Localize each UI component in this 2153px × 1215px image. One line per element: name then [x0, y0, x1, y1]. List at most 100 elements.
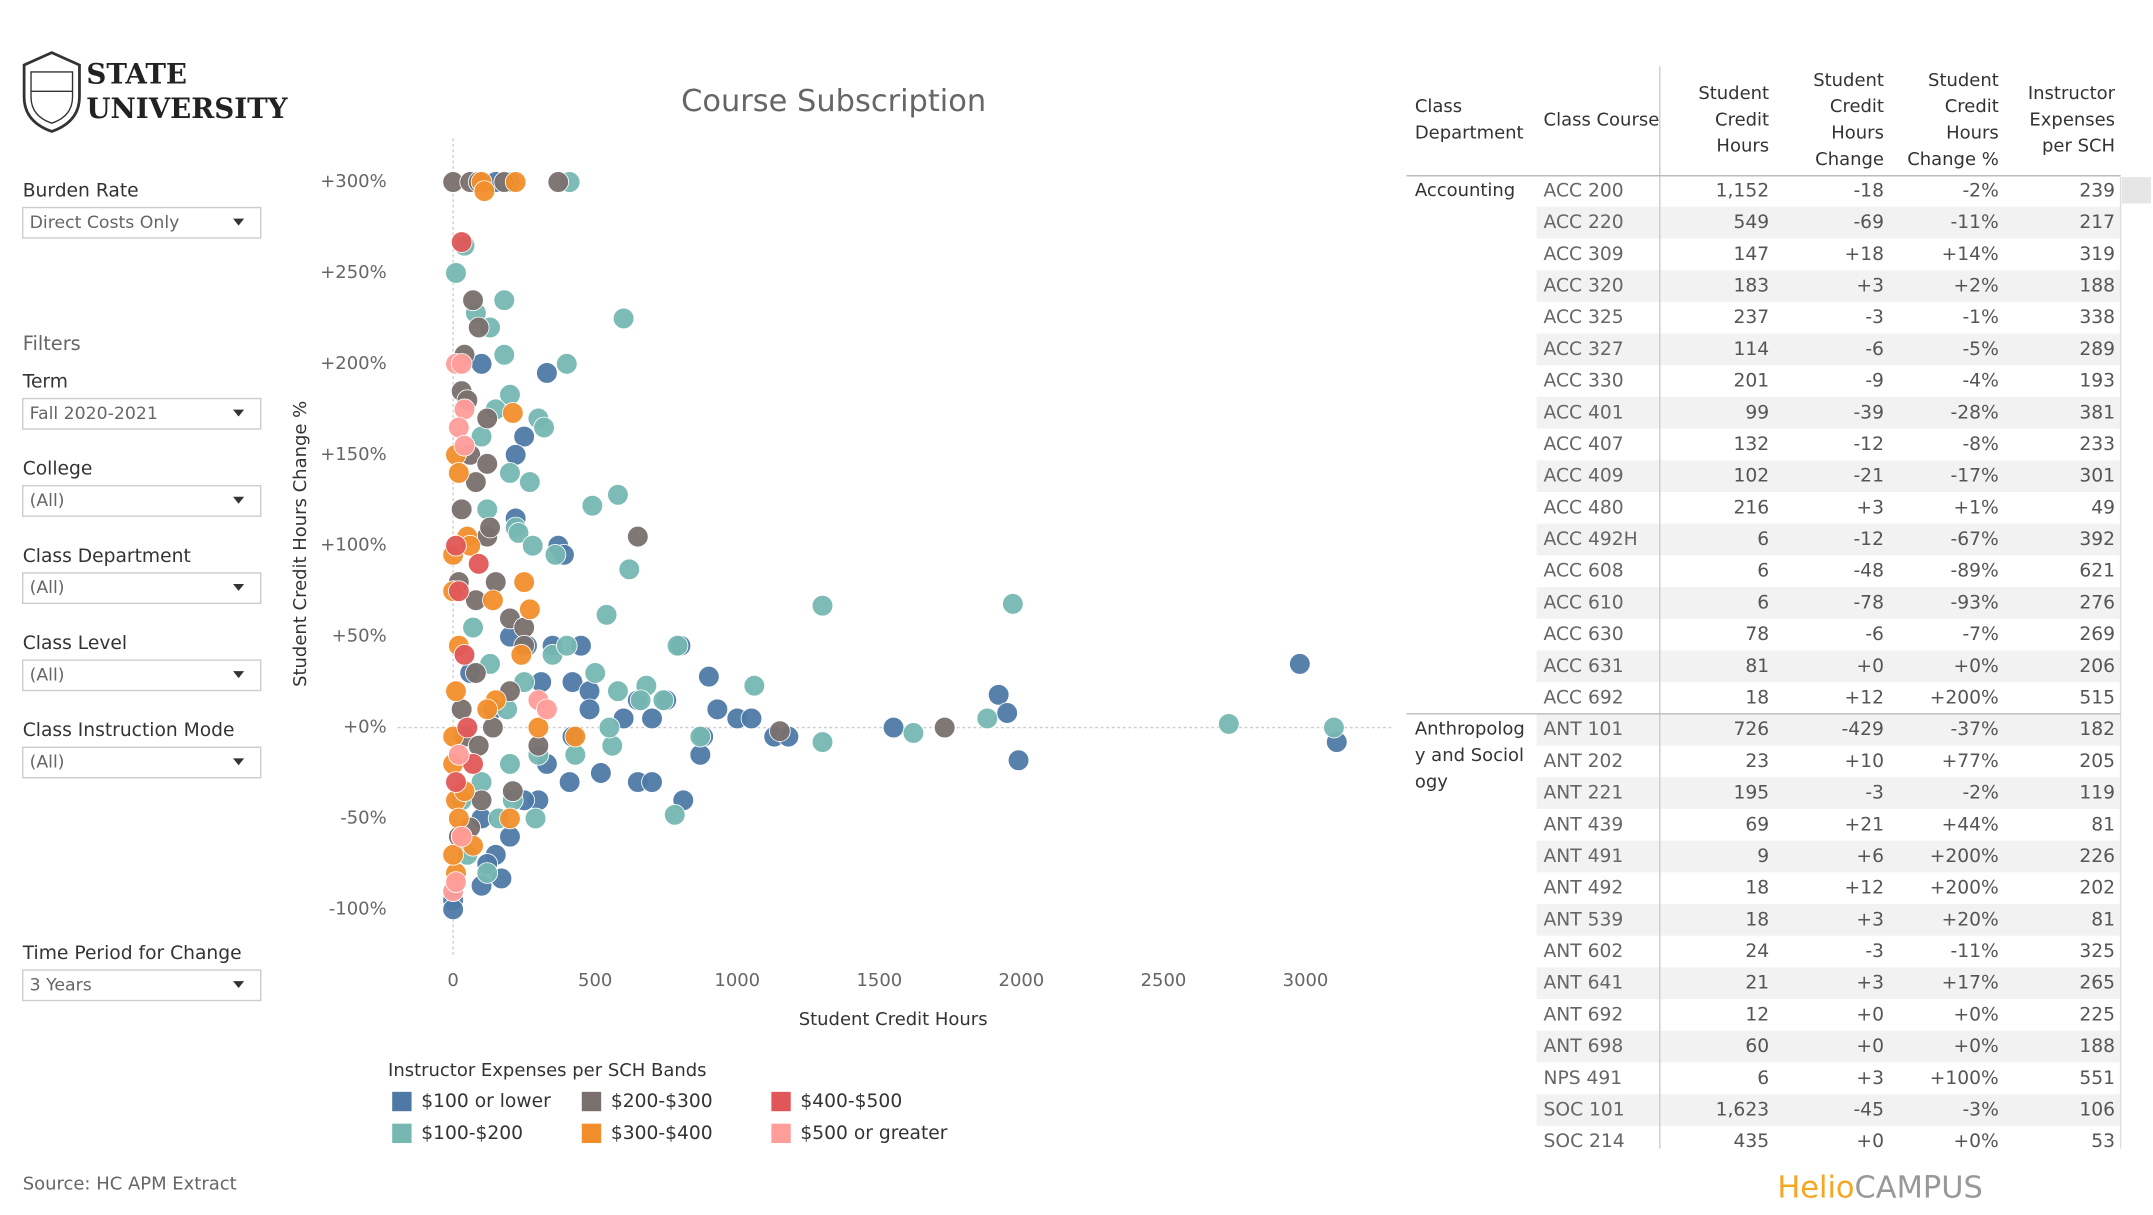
point	[450, 698, 473, 721]
point	[558, 771, 581, 793]
row-band	[1536, 523, 2121, 556]
row-band	[1536, 777, 2121, 809]
y-axis-label: Student Credit Hours Change %	[290, 401, 311, 687]
course: ACC 407	[1544, 434, 1624, 455]
course: ANT 692	[1544, 1004, 1624, 1025]
point	[706, 698, 729, 721]
brand-second: CAMPUS	[1855, 1170, 1983, 1205]
course: ACC 200	[1544, 180, 1624, 201]
point	[465, 662, 487, 684]
cell: 551	[2079, 1068, 2115, 1089]
cell: +0	[1856, 1131, 1884, 1152]
legend-label: $500 or greater	[800, 1123, 947, 1144]
y-tick-label: +150%	[320, 444, 386, 465]
point	[666, 634, 689, 657]
row-band	[1536, 587, 2121, 619]
cell: 6	[1757, 529, 1769, 550]
dropdown[interactable]	[22, 572, 262, 605]
cell: +3	[1856, 973, 1884, 994]
table-header: Change %	[1907, 149, 1999, 170]
dropdown[interactable]	[22, 206, 262, 239]
course: ACC 631	[1544, 656, 1624, 677]
cell: 205	[2079, 751, 2115, 772]
point	[607, 483, 629, 506]
cell: 319	[2079, 244, 2115, 265]
cell: 23	[1745, 751, 1769, 772]
point	[976, 707, 999, 730]
cell: 1,152	[1716, 180, 1769, 201]
row-band	[1536, 713, 2121, 746]
row-band	[1536, 396, 2121, 429]
table-header: Hours	[1716, 136, 1769, 157]
cell: 301	[2079, 466, 2115, 487]
point	[476, 698, 499, 721]
cell: 289	[2079, 339, 2115, 360]
course: SOC 214	[1544, 1131, 1625, 1152]
point	[996, 702, 1018, 724]
cell: 216	[1733, 497, 1769, 518]
brand: HelioCAMPUS	[1777, 1170, 1982, 1205]
point	[544, 544, 567, 566]
cell: +3	[1856, 909, 1884, 930]
course: ACC 409	[1544, 466, 1624, 487]
course: ANT 202	[1544, 751, 1624, 772]
cell: -2%	[1962, 783, 1998, 804]
course: ACC 330	[1544, 371, 1624, 392]
cell: +3	[1856, 1068, 1884, 1089]
cell: -28%	[1951, 402, 1999, 423]
department-line: ogy	[1415, 771, 1448, 792]
point	[564, 744, 587, 766]
cell: +12	[1845, 878, 1884, 899]
cell: -3	[1865, 941, 1884, 962]
table-header: Hours	[1946, 123, 1999, 144]
cell: -429	[1842, 719, 1884, 740]
point	[499, 807, 521, 830]
point	[445, 262, 467, 284]
row-band	[1536, 650, 2121, 683]
cell: 9	[1757, 846, 1769, 867]
x-tick-label: 1500	[856, 970, 902, 991]
cell: -21	[1853, 466, 1884, 487]
cell: 193	[2079, 371, 2115, 392]
point	[462, 289, 484, 312]
point	[1002, 593, 1024, 615]
legend-label: $300-$400	[611, 1123, 713, 1144]
table-header: Student	[1698, 83, 1769, 104]
point	[536, 698, 558, 721]
cell: +0%	[1954, 1131, 1999, 1152]
cell: +3	[1856, 497, 1884, 518]
cell: +44%	[1942, 814, 1999, 835]
legend-label: $100-$200	[421, 1123, 523, 1144]
legend-swatch	[392, 1123, 412, 1144]
cell: +0	[1856, 1004, 1884, 1025]
point	[527, 734, 550, 757]
point	[641, 707, 663, 730]
course: NPS 491	[1544, 1068, 1623, 1089]
cell: -4%	[1962, 371, 1998, 392]
dropdown[interactable]	[22, 746, 262, 779]
dropdown[interactable]	[22, 969, 262, 1002]
cell: +14%	[1942, 244, 1999, 265]
point	[519, 598, 541, 621]
dropdown-arrow	[233, 583, 245, 591]
point	[581, 494, 604, 517]
x-tick-label: 0	[447, 970, 458, 991]
control-label: Class Department	[23, 546, 191, 567]
point	[1007, 749, 1030, 772]
dropdown[interactable]	[22, 485, 262, 517]
table-header: Class Course	[1544, 109, 1660, 130]
point	[533, 416, 555, 439]
scrollbar[interactable]	[2121, 177, 2152, 204]
dropdown[interactable]	[22, 397, 262, 430]
legend-swatch	[581, 1123, 602, 1144]
dropdown[interactable]	[22, 659, 262, 692]
department: Anthropolog y and Sociol ogy	[1415, 719, 1525, 793]
cell: 237	[1733, 307, 1769, 328]
cell: -78	[1853, 592, 1884, 613]
legend-swatch	[771, 1091, 791, 1112]
row-band	[1536, 270, 2121, 302]
x-tick-label: 2500	[1141, 970, 1187, 991]
cell: 114	[1733, 339, 1769, 360]
